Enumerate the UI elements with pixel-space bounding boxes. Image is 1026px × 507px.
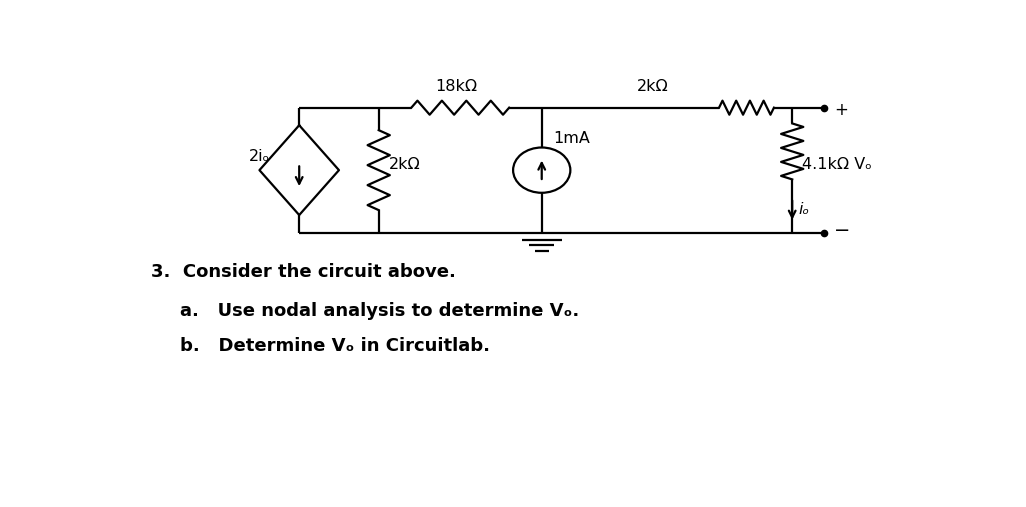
Text: b.   Determine Vₒ in Circuitlab.: b. Determine Vₒ in Circuitlab. [180, 337, 490, 355]
Text: −: − [834, 221, 851, 240]
Text: 18kΩ: 18kΩ [436, 79, 478, 94]
Text: 4.1kΩ Vₒ: 4.1kΩ Vₒ [801, 157, 872, 172]
Text: 3.  Consider the circuit above.: 3. Consider the circuit above. [151, 263, 456, 281]
Text: a.   Use nodal analysis to determine Vₒ.: a. Use nodal analysis to determine Vₒ. [180, 302, 580, 320]
Text: iₒ: iₒ [798, 202, 810, 218]
Text: 2kΩ: 2kΩ [389, 157, 421, 172]
Text: 2kΩ: 2kΩ [637, 79, 669, 94]
Text: +: + [834, 100, 849, 119]
Text: 2iₒ: 2iₒ [248, 149, 270, 164]
Text: 1mA: 1mA [554, 131, 591, 147]
